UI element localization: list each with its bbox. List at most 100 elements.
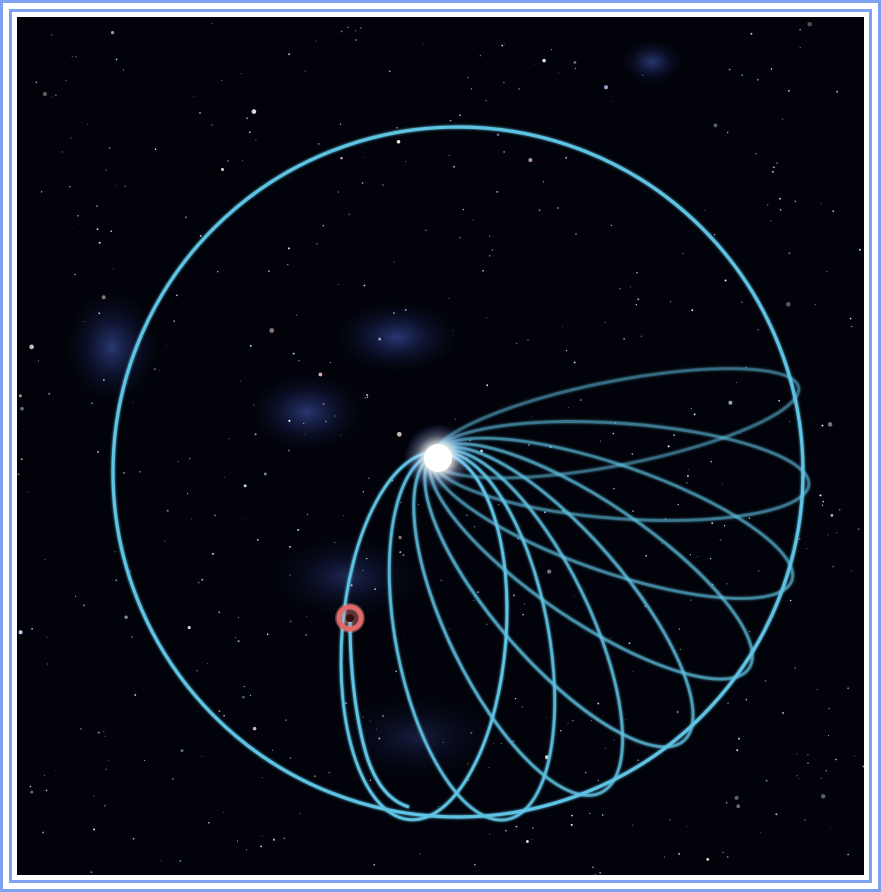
star [772,170,774,173]
star [782,711,784,714]
star [285,719,287,721]
star [160,860,162,862]
star [287,247,290,250]
star [340,434,342,436]
star [779,197,782,200]
star [573,60,577,64]
star [603,715,604,717]
star [306,616,308,617]
star [241,695,245,699]
star [55,94,57,96]
star [750,32,753,35]
star [798,777,800,779]
star [252,259,254,260]
star [531,416,533,417]
star [237,640,240,643]
star [48,392,51,395]
star [825,770,827,772]
star [775,813,778,816]
star [547,569,552,574]
star [345,702,348,705]
star [567,406,569,408]
star [235,637,237,639]
star [289,177,291,179]
star [736,804,740,808]
star [491,249,494,251]
star [538,209,541,211]
star [467,76,469,79]
star [760,832,761,834]
star [807,21,812,27]
star [187,626,191,630]
star [373,863,376,866]
star [243,686,245,688]
star [827,534,830,536]
star [299,813,301,815]
star [814,303,816,306]
star [546,716,548,718]
star [501,44,504,47]
star [734,795,739,801]
star [770,68,773,70]
star [193,96,195,98]
star [395,670,397,673]
star [75,595,77,597]
star [862,765,864,768]
star [93,795,95,797]
star [512,740,515,742]
star [218,710,221,712]
star [199,234,202,237]
star [835,532,838,534]
star [292,352,295,355]
star [778,399,781,402]
star [555,407,557,409]
star [382,184,384,186]
star [832,566,834,568]
star [745,699,747,702]
star [71,55,74,58]
star [531,839,533,841]
star [773,166,775,169]
star [261,777,263,779]
star [392,312,395,314]
star [404,309,407,311]
star [243,484,247,488]
star [527,339,529,342]
star [124,615,128,619]
star [571,719,574,722]
star [228,438,230,440]
star [604,85,608,90]
star [619,288,621,290]
star [375,728,377,730]
star [201,755,203,758]
star [515,825,518,828]
star [706,857,710,861]
star [396,127,398,129]
star [288,53,291,56]
star [722,484,724,486]
star [260,845,262,848]
star [632,671,634,673]
star [838,509,841,511]
star [575,233,577,235]
star [378,337,382,341]
star [574,594,576,596]
star [318,372,323,377]
star [110,230,113,233]
star [425,229,427,231]
star [727,702,729,704]
star [288,419,291,422]
star [37,360,40,362]
star [637,759,639,762]
star [249,694,252,697]
star [788,89,790,92]
star [678,628,681,630]
star [631,824,634,826]
star [741,301,743,303]
star [217,271,219,273]
star [785,301,791,307]
star [173,320,176,323]
star [366,557,368,560]
star [449,119,452,122]
star [776,161,779,165]
